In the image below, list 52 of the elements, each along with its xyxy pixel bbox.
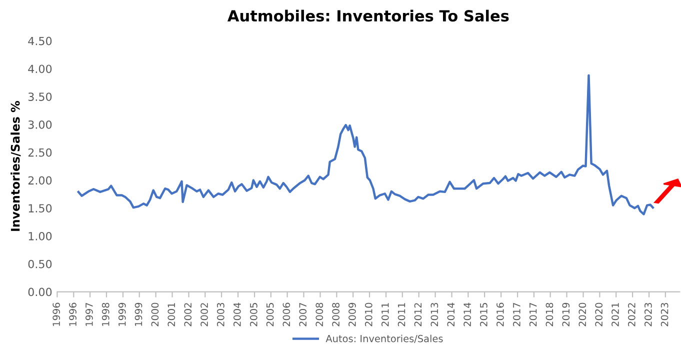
x-tick-label: 2001: [168, 303, 176, 326]
x-tick-label: 2008: [316, 302, 324, 326]
y-tick-label: 0.50: [28, 260, 52, 268]
x-tick-label: 2003: [216, 302, 224, 326]
y-tick-label: 4.00: [28, 64, 52, 74]
x-tick-label: 2023: [660, 302, 668, 326]
x-tick-label: 2011: [381, 303, 389, 326]
x-tick-label: 2023: [644, 302, 652, 326]
x-tick-label: 1999: [118, 302, 126, 326]
x-tick-label: 2022: [628, 303, 636, 326]
x-tick-label: 1998: [102, 302, 110, 326]
y-tick-label: 2.00: [28, 176, 52, 185]
x-tick-label: 1996: [69, 302, 76, 326]
y-tick-label: 1.50: [28, 204, 52, 212]
x-tick-label: 2005: [250, 303, 258, 326]
x-tick-label: 2002: [200, 303, 208, 326]
x-tick-label: 2000: [151, 302, 159, 326]
line-series: [77, 74, 654, 216]
x-tick-label: 2021: [612, 303, 619, 326]
x-tick-label: 2018: [546, 302, 554, 326]
x-tick-label: 2014: [464, 302, 471, 326]
legend-label: Autos: Inventories/Sales: [326, 334, 443, 344]
x-tick-label: 2006: [282, 302, 290, 326]
x-tick-label: 1999: [134, 302, 142, 326]
x-tick-label: 2017: [529, 303, 537, 326]
x-tick-label: 2012: [414, 303, 422, 326]
x-tick-label: 2011: [398, 303, 406, 326]
y-tick-label: 3.50: [28, 92, 52, 101]
y-tick-label: 3.00: [28, 120, 52, 129]
y-tick-label: 4.50: [28, 36, 52, 46]
x-tick-label: 2008: [332, 302, 340, 326]
x-tick-label: 2019: [562, 302, 570, 326]
x-tick-label: 2017: [513, 303, 520, 326]
chart-title: Autmobiles: Inventories To Sales: [227, 10, 509, 22]
x-tick-label: 2020: [578, 302, 586, 326]
x-tick-label: 1996: [52, 302, 60, 326]
y-tick-label: 0.00: [28, 288, 52, 296]
x-tick-label: 2002: [184, 303, 192, 326]
x-tick-label: 2010: [364, 302, 372, 326]
x-tick-label: 2007: [299, 303, 307, 326]
x-tick-label: 2016: [496, 302, 504, 326]
y-tick-label: 2.50: [28, 148, 52, 157]
x-tick-label: 2005: [266, 303, 274, 326]
x-tick-label: 2020: [595, 302, 603, 326]
x-tick-label: 1997: [85, 303, 93, 326]
x-tick-label: 2004: [233, 302, 241, 326]
y-tick-label: 1.00: [28, 232, 52, 240]
x-tick-label: 2015: [480, 303, 488, 326]
x-tick-label: 2013: [430, 302, 438, 326]
x-tick-label: 2014: [447, 302, 455, 326]
x-tick-label: 2009: [348, 302, 356, 326]
y-axis-title: Inventories/Sales %: [10, 100, 21, 231]
